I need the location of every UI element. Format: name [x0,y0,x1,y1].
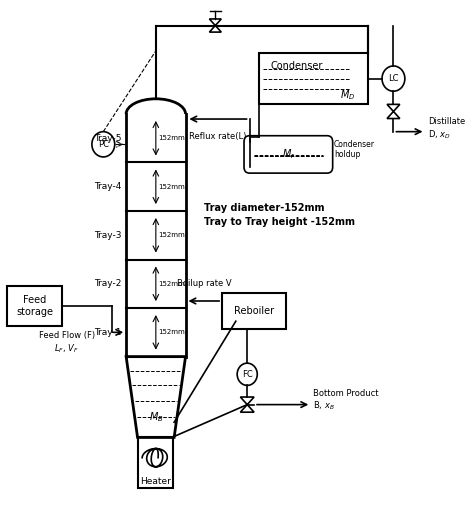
Text: Tray diameter-152mm
Tray to Tray height -152mm: Tray diameter-152mm Tray to Tray height … [204,203,355,227]
Text: Condenser: Condenser [271,61,323,71]
Text: Tray-4: Tray-4 [94,182,121,191]
Text: Tray-1: Tray-1 [94,328,121,337]
Text: Reboiler: Reboiler [234,306,274,316]
Text: Tray-5: Tray-5 [94,134,121,143]
Text: 152mm: 152mm [158,184,185,190]
Text: $M_B$: $M_B$ [148,410,163,424]
Text: Boilup rate V: Boilup rate V [176,280,231,288]
Text: Heater: Heater [140,477,171,486]
Text: Tray-3: Tray-3 [94,231,121,240]
Text: Condenser
holdup: Condenser holdup [334,140,375,159]
Text: 152mm: 152mm [158,329,185,335]
Text: Bottom Product
B, $x_B$: Bottom Product B, $x_B$ [313,389,379,412]
Text: Feed
storage: Feed storage [16,295,53,317]
Text: Tray-2: Tray-2 [94,280,121,288]
Text: $M_D$: $M_D$ [340,88,356,102]
Text: LC: LC [388,74,399,83]
Text: Reflux rate(L): Reflux rate(L) [189,132,246,141]
Text: 152mm: 152mm [158,233,185,238]
Text: FC: FC [242,370,253,379]
Text: Feed Flow (F)
$L_F$, $V_F$: Feed Flow (F) $L_F$, $V_F$ [39,331,95,355]
Text: 152mm: 152mm [158,135,185,141]
Text: $M_r$: $M_r$ [282,148,295,161]
Text: 152mm: 152mm [158,281,185,287]
Text: Distillate
D, $x_D$: Distillate D, $x_D$ [428,118,465,141]
Text: PC: PC [98,140,109,149]
